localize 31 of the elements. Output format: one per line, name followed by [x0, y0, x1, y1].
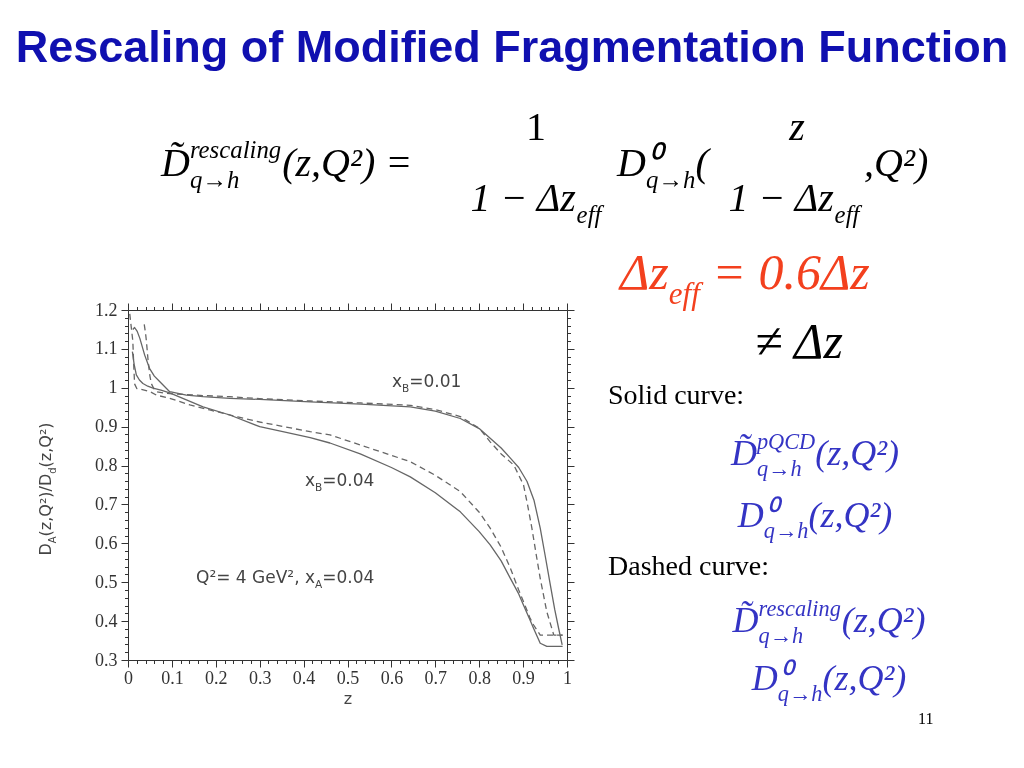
x-axis-title: z: [343, 688, 353, 708]
y-tick-label: 0.7: [95, 493, 118, 514]
x-tick-label: 0.7: [424, 667, 448, 688]
x-tick-label: 0.8: [468, 667, 491, 688]
text: 1: [526, 104, 546, 149]
x-tick-label: 0.1: [161, 667, 184, 688]
y-tick-label: 0.4: [95, 610, 118, 631]
x-tick-label: 0.6: [380, 667, 404, 688]
x-tick-label: 1: [563, 667, 572, 688]
x-tick-label: 0.5: [336, 667, 360, 688]
y-axis-title: DA(z,Q²)/Dd(z,Q²): [36, 422, 58, 556]
text: Dashed curve:: [608, 550, 769, 581]
y-tick-label: 0.9: [95, 416, 118, 437]
y-tick-label: 0.5: [95, 571, 118, 592]
text: Solid curve:: [608, 379, 745, 410]
text: ≠ Δz: [755, 313, 843, 369]
x-tick-label: 0.4: [292, 667, 316, 688]
chart-title: Rescaling of Modified Fragmentation Function: [15, 21, 1009, 72]
y-tick-label: 1.2: [95, 299, 118, 320]
y-tick-label: 0.6: [95, 532, 118, 553]
x-tick-label: 0.3: [248, 667, 272, 688]
text: 11: [918, 710, 934, 727]
x-tick-label: 0.2: [205, 667, 228, 688]
y-tick-label: 1.1: [95, 338, 118, 359]
text: ,Q²): [864, 140, 929, 185]
y-tick-label: 0.8: [95, 455, 118, 476]
y-tick-label: 0.3: [95, 649, 118, 670]
y-tick-label: 1: [108, 377, 118, 398]
text: z: [788, 104, 806, 149]
x-tick-label: 0.9: [512, 667, 535, 688]
x-tick-label: 0: [124, 667, 133, 688]
